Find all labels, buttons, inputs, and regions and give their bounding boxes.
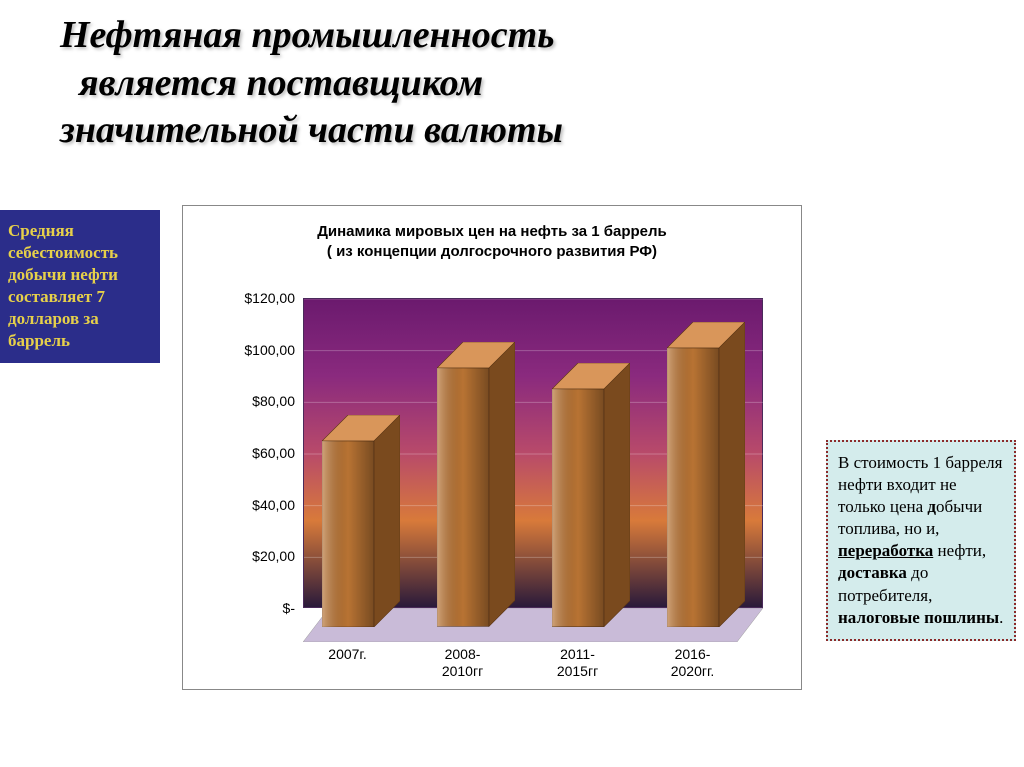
chart-title: Динамика мировых цен на нефть за 1 барре…: [183, 222, 801, 263]
chart-container: Динамика мировых цен на нефть за 1 барре…: [182, 205, 802, 690]
plot-area: [303, 298, 763, 608]
y-tick-label: $60,00: [252, 445, 295, 461]
right-info-box: В стоимость 1 барреля нефти входит не то…: [826, 440, 1016, 641]
page-title: Нефтяная промышленность является поставщ…: [60, 12, 964, 155]
bar: [322, 415, 400, 627]
left-info-box: Средняя себестоимость добычи нефти соста…: [0, 210, 160, 363]
bar: [667, 322, 745, 627]
x-tick-label: 2016-2020гг.: [671, 646, 715, 680]
x-tick-label: 2008-2010гг: [442, 646, 483, 680]
y-axis: $-$20,00$40,00$60,00$80,00$100,00$120,00: [183, 298, 301, 608]
bar: [552, 363, 630, 627]
y-tick-label: $-: [283, 600, 295, 616]
x-axis: 2007г. 2008-2010гг 2011-2015гг 2016-2020гг.: [303, 646, 763, 686]
chart-title-line1: Динамика мировых цен на нефть за 1 барре…: [317, 223, 667, 240]
y-tick-label: $120,00: [244, 290, 295, 306]
chart-title-line2: ( из концепции долгосрочного развития РФ…: [327, 243, 657, 260]
y-tick-label: $80,00: [252, 393, 295, 409]
x-tick-label: 2011-2015гг: [557, 646, 598, 680]
y-tick-label: $100,00: [244, 342, 295, 358]
x-tick-label: 2007г.: [328, 646, 366, 663]
y-tick-label: $20,00: [252, 548, 295, 564]
y-tick-label: $40,00: [252, 497, 295, 513]
bar: [437, 342, 515, 626]
